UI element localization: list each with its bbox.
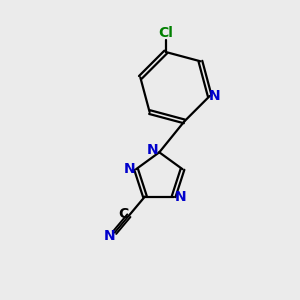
Text: N: N: [103, 229, 115, 243]
Text: C: C: [118, 207, 129, 221]
Text: N: N: [174, 190, 186, 203]
Text: N: N: [209, 89, 221, 103]
Text: N: N: [147, 143, 159, 157]
Text: Cl: Cl: [158, 26, 173, 40]
Text: N: N: [124, 162, 135, 176]
